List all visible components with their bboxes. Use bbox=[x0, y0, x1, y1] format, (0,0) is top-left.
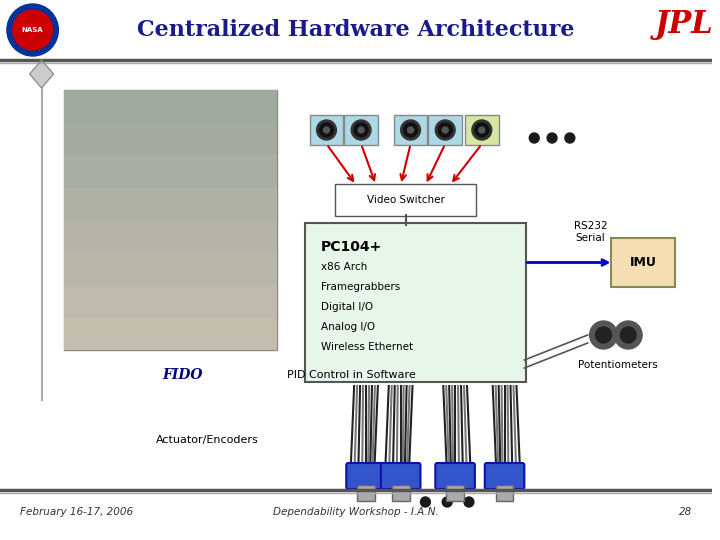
FancyBboxPatch shape bbox=[436, 463, 475, 489]
Circle shape bbox=[464, 497, 474, 507]
FancyBboxPatch shape bbox=[485, 463, 524, 489]
Text: x86 Arch: x86 Arch bbox=[320, 262, 366, 272]
FancyBboxPatch shape bbox=[357, 485, 375, 501]
Text: Digital I/O: Digital I/O bbox=[320, 302, 373, 312]
Text: FIDO: FIDO bbox=[163, 368, 203, 382]
Text: Video Switcher: Video Switcher bbox=[366, 195, 444, 205]
FancyBboxPatch shape bbox=[394, 115, 428, 145]
Circle shape bbox=[479, 127, 485, 133]
Circle shape bbox=[436, 120, 455, 140]
Text: PID Control in Software: PID Control in Software bbox=[287, 370, 415, 380]
Text: 28: 28 bbox=[679, 507, 693, 517]
Text: Centralized Hardware Architecture: Centralized Hardware Architecture bbox=[138, 19, 575, 41]
FancyBboxPatch shape bbox=[346, 463, 386, 489]
Circle shape bbox=[595, 327, 611, 343]
Circle shape bbox=[438, 123, 452, 137]
Circle shape bbox=[472, 120, 492, 140]
Text: Dependability Workshop - I.A.N.: Dependability Workshop - I.A.N. bbox=[274, 507, 439, 517]
Text: NASA: NASA bbox=[22, 27, 43, 33]
Circle shape bbox=[13, 10, 53, 50]
Circle shape bbox=[621, 327, 636, 343]
FancyBboxPatch shape bbox=[64, 220, 277, 253]
Circle shape bbox=[317, 120, 336, 140]
Circle shape bbox=[7, 4, 58, 56]
FancyBboxPatch shape bbox=[611, 238, 675, 287]
FancyBboxPatch shape bbox=[64, 253, 277, 285]
Text: Actuator/Encoders: Actuator/Encoders bbox=[156, 435, 259, 445]
Circle shape bbox=[614, 321, 642, 349]
FancyBboxPatch shape bbox=[64, 90, 277, 350]
Circle shape bbox=[442, 127, 448, 133]
Text: JPL: JPL bbox=[655, 10, 714, 40]
FancyBboxPatch shape bbox=[64, 123, 277, 155]
FancyBboxPatch shape bbox=[446, 485, 464, 501]
FancyBboxPatch shape bbox=[336, 184, 476, 216]
FancyBboxPatch shape bbox=[344, 115, 378, 145]
Text: PC104+: PC104+ bbox=[320, 240, 382, 254]
Circle shape bbox=[351, 120, 371, 140]
Circle shape bbox=[475, 123, 489, 137]
Circle shape bbox=[529, 133, 539, 143]
FancyBboxPatch shape bbox=[64, 187, 277, 220]
Circle shape bbox=[442, 497, 452, 507]
FancyBboxPatch shape bbox=[64, 285, 277, 318]
Circle shape bbox=[565, 133, 575, 143]
Text: Potentiometers: Potentiometers bbox=[578, 360, 658, 370]
FancyBboxPatch shape bbox=[465, 115, 499, 145]
FancyBboxPatch shape bbox=[64, 155, 277, 187]
Text: Wireless Ethernet: Wireless Ethernet bbox=[320, 342, 413, 352]
FancyBboxPatch shape bbox=[64, 90, 277, 123]
Circle shape bbox=[323, 127, 330, 133]
Circle shape bbox=[420, 497, 431, 507]
Circle shape bbox=[404, 123, 418, 137]
Text: Analog I/O: Analog I/O bbox=[320, 322, 374, 332]
Circle shape bbox=[401, 120, 420, 140]
Circle shape bbox=[320, 123, 333, 137]
Text: February 16-17, 2006: February 16-17, 2006 bbox=[19, 507, 133, 517]
FancyBboxPatch shape bbox=[392, 485, 410, 501]
FancyBboxPatch shape bbox=[0, 0, 712, 60]
Circle shape bbox=[408, 127, 413, 133]
FancyBboxPatch shape bbox=[428, 115, 462, 145]
Text: IMU: IMU bbox=[629, 256, 657, 269]
FancyBboxPatch shape bbox=[381, 463, 420, 489]
FancyBboxPatch shape bbox=[495, 485, 513, 501]
FancyBboxPatch shape bbox=[305, 223, 526, 382]
FancyBboxPatch shape bbox=[310, 115, 343, 145]
Circle shape bbox=[590, 321, 617, 349]
Text: Framegrabbers: Framegrabbers bbox=[320, 282, 400, 292]
Polygon shape bbox=[30, 60, 53, 88]
Circle shape bbox=[358, 127, 364, 133]
Text: RS232
Serial: RS232 Serial bbox=[574, 221, 608, 243]
Circle shape bbox=[354, 123, 368, 137]
FancyBboxPatch shape bbox=[64, 318, 277, 350]
Circle shape bbox=[547, 133, 557, 143]
